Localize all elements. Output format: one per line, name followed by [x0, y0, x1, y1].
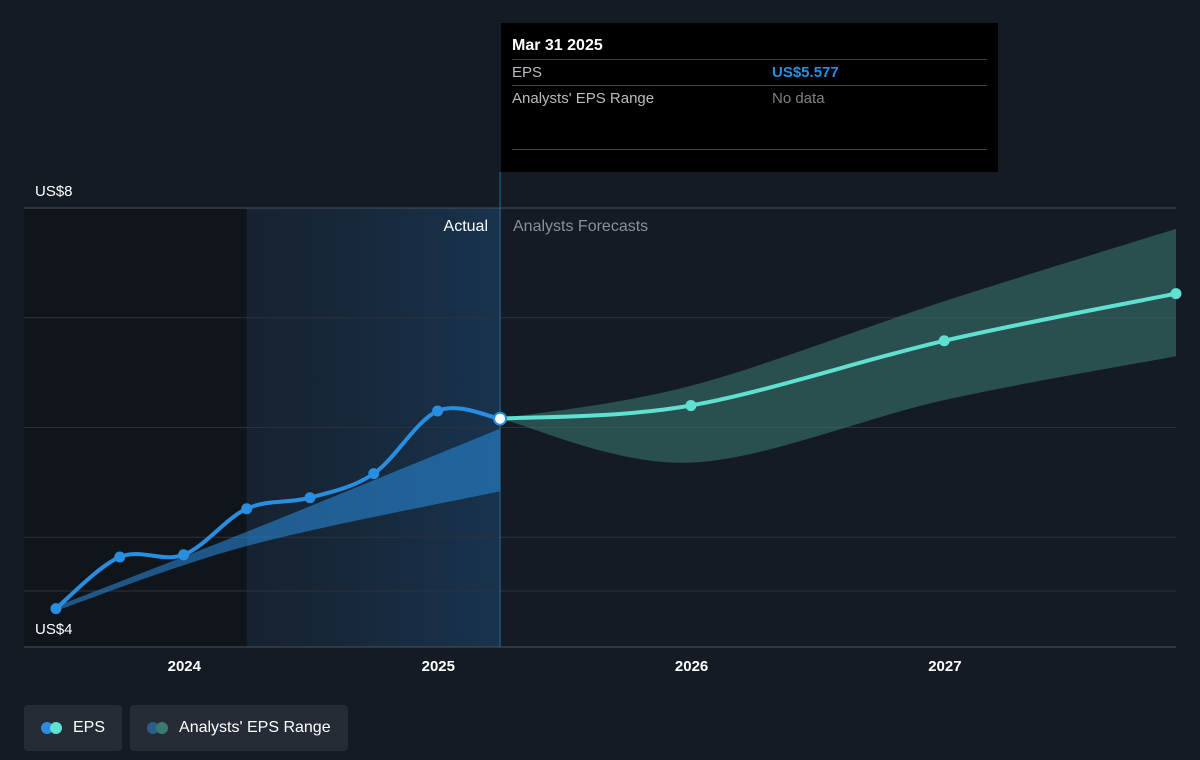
forecast-eps-range-band [500, 228, 1177, 463]
forecast-region-label: Analysts Forecasts [513, 218, 648, 235]
eps-actual-point[interactable] [114, 551, 126, 563]
tooltip-row-range: Analysts' EPS Range No data [512, 85, 987, 111]
eps-legend-swatch [41, 722, 63, 734]
data-tooltip: Mar 31 2025 EPS US$5.577 Analysts' EPS R… [501, 23, 998, 172]
y-tick-label-top: US$8 [35, 183, 73, 200]
legend-item-eps[interactable]: EPS [24, 705, 123, 751]
eps-current-point[interactable] [493, 411, 508, 426]
eps-range-legend-swatch [147, 722, 169, 734]
x-tick-label: 2026 [675, 658, 708, 675]
eps-forecast-point[interactable] [938, 335, 950, 347]
eps-actual-point[interactable] [178, 549, 190, 561]
eps-forecast-point[interactable] [685, 400, 697, 412]
actual-region-label: Actual [444, 218, 488, 235]
eps-actual-point[interactable] [368, 468, 380, 480]
legend-eps-range-label: Analysts' EPS Range [179, 719, 331, 736]
tooltip-divider [512, 149, 987, 150]
x-tick-label: 2027 [928, 658, 961, 675]
tooltip-eps-label: EPS [512, 64, 543, 81]
eps-actual-point[interactable] [304, 492, 316, 504]
tooltip-range-value: No data [772, 90, 825, 107]
tooltip-range-label: Analysts' EPS Range [512, 90, 655, 107]
tooltip-row-eps: EPS US$5.577 [512, 59, 987, 85]
eps-forecast-point[interactable] [1170, 288, 1182, 300]
eps-chart: 2024 2025 2026 2027 US$8 US$4 Actual Analys… [24, 172, 1182, 675]
x-tick-label: 2025 [422, 658, 455, 675]
y-tick-label-bottom: US$4 [35, 621, 73, 638]
tooltip-date: Mar 31 2025 [512, 37, 603, 54]
chart-legend: EPS Analysts' EPS Range [24, 705, 348, 751]
eps-forecast-line [498, 291, 1178, 421]
eps-actual-point[interactable] [241, 503, 253, 515]
x-tick-label: 2024 [168, 658, 202, 675]
legend-eps-label: EPS [73, 719, 106, 736]
legend-item-eps-range[interactable]: Analysts' EPS Range [130, 705, 348, 751]
tooltip-eps-value: US$5.577 [772, 64, 839, 81]
eps-actual-point[interactable] [50, 603, 62, 615]
eps-actual-point[interactable] [432, 405, 444, 417]
actual-eps-range-band [55, 428, 501, 611]
